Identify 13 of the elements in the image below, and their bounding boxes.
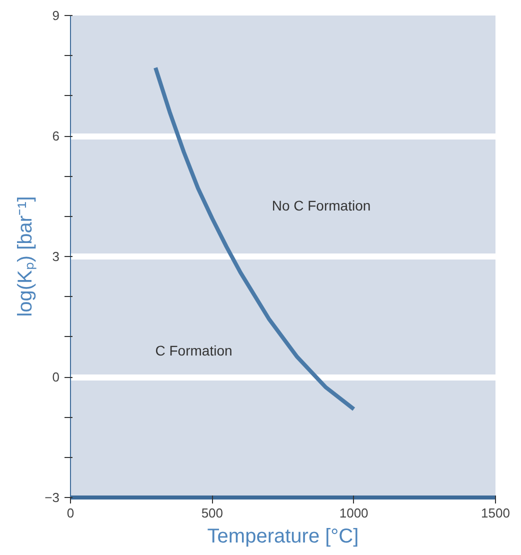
y-tick-label: −3 xyxy=(44,490,60,505)
y-tick-label: 9 xyxy=(52,8,60,23)
y-tick-label: 6 xyxy=(52,128,60,144)
x-tick-label: 0 xyxy=(66,506,74,520)
x-tick-label: 1500 xyxy=(481,506,510,520)
y-tick-label: 3 xyxy=(52,249,60,264)
x-tick-label: 500 xyxy=(201,506,224,520)
y-axis-title: log(Kₚ) [bar⁻¹] xyxy=(14,196,37,317)
annotation: C Formation xyxy=(155,342,232,358)
x-tick-label: 1000 xyxy=(339,506,368,520)
x-axis-title: Temperature [°C] xyxy=(207,526,359,548)
annotation: No C Formation xyxy=(272,197,371,214)
y-tick-label: 0 xyxy=(52,370,60,384)
